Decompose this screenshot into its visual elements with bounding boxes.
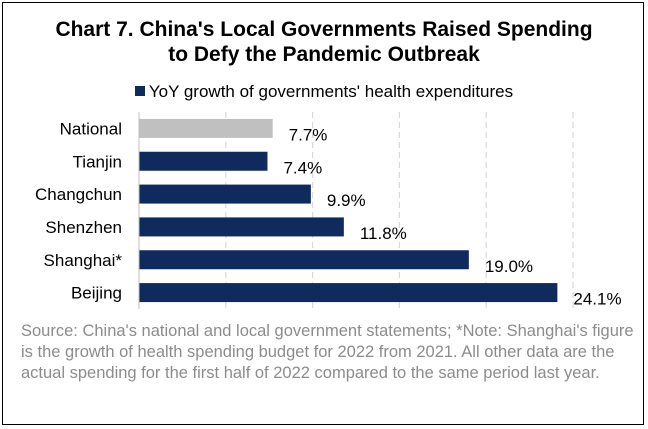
data-label: 7.7% bbox=[289, 125, 328, 144]
chart-title: Chart 7. China's Local Governments Raise… bbox=[3, 17, 645, 67]
category-label: Tianjin bbox=[73, 152, 122, 171]
legend-label: YoY growth of governments' health expend… bbox=[148, 82, 514, 101]
data-label: 19.0% bbox=[485, 257, 533, 276]
bar bbox=[139, 151, 268, 171]
source-note: Source: China's national and local gover… bbox=[21, 322, 634, 382]
category-label: National bbox=[60, 119, 122, 138]
legend-swatch bbox=[134, 86, 145, 96]
chart-title-line-1: Chart 7. China's Local Governments Raise… bbox=[55, 18, 593, 41]
bar bbox=[139, 184, 311, 204]
bar bbox=[139, 283, 558, 303]
data-label: 24.1% bbox=[573, 290, 621, 309]
category-label: Changchun bbox=[35, 185, 122, 204]
chart-legend: YoY growth of governments' health expend… bbox=[3, 82, 645, 102]
data-label: 7.4% bbox=[283, 158, 322, 177]
category-label: Beijing bbox=[71, 284, 122, 303]
bar bbox=[139, 118, 273, 138]
chart-title-line-2: to Defy the Pandemic Outbreak bbox=[168, 43, 480, 66]
category-label: Shanghai* bbox=[44, 251, 123, 270]
bar bbox=[139, 250, 469, 270]
data-label: 9.9% bbox=[327, 191, 366, 210]
category-label: Shenzhen bbox=[45, 218, 122, 237]
bar bbox=[139, 217, 344, 237]
data-label: 11.8% bbox=[360, 224, 407, 243]
chart-frame: Chart 7. China's Local Governments Raise… bbox=[2, 2, 644, 425]
